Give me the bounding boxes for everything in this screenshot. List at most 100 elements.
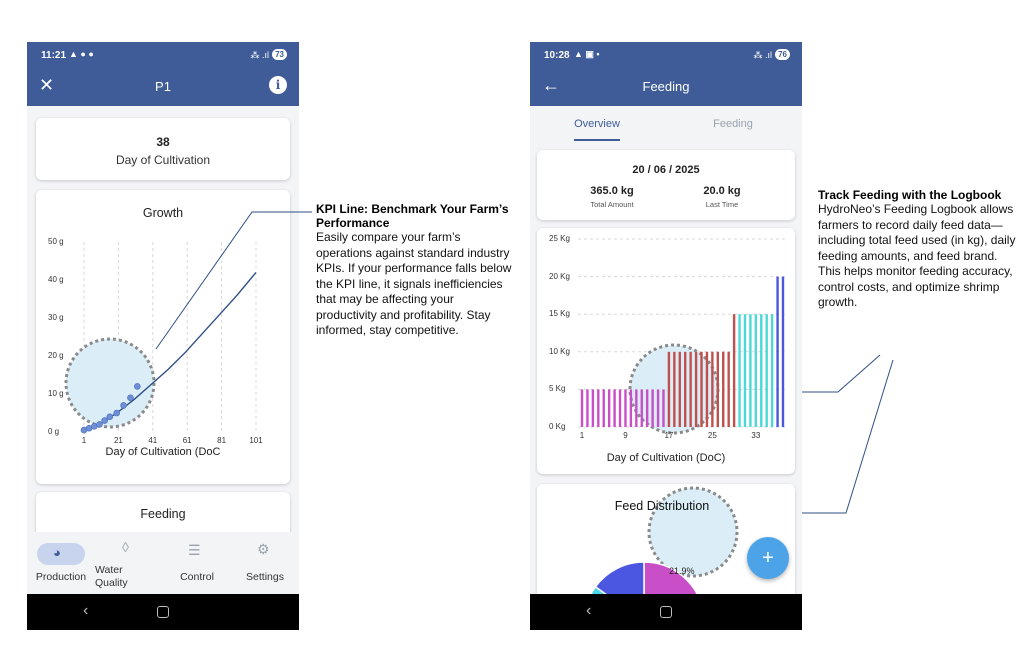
- feed-bar: [732, 314, 736, 427]
- feed-bar: [662, 389, 665, 427]
- left-annotation-leader: [155, 211, 312, 350]
- summary-card: 20 / 06 / 2025 365.0 kg Total Amount 20.…: [537, 150, 795, 220]
- pie-slice-label: 21.9%: [669, 566, 695, 576]
- day-label: Day of Cultivation: [115, 153, 211, 167]
- home-icon[interactable]: [660, 606, 672, 618]
- feed-bar: [635, 389, 638, 427]
- feeding-title: Feeding: [140, 507, 186, 521]
- nav-control-label[interactable]: Control: [180, 571, 214, 583]
- x-tick-label: 41: [148, 436, 158, 445]
- x-tick-label: 81: [217, 436, 227, 445]
- nav-production-label[interactable]: Production: [35, 571, 87, 583]
- feed-bar: [667, 351, 671, 427]
- y-tick-label: 40 g: [48, 275, 64, 284]
- y-tick-label: 20 g: [48, 351, 64, 360]
- feed-bar: [591, 389, 595, 427]
- notification-icons: ▲ ▣ •: [574, 49, 600, 59]
- growth-data-point: [134, 383, 141, 390]
- x-tick-label: 33: [751, 431, 761, 440]
- total-amount-value: 365.0 kg: [590, 185, 634, 197]
- tab-feeding[interactable]: Feeding: [713, 118, 753, 130]
- tab-overview[interactable]: Overview: [574, 118, 620, 130]
- battery-icon: 76: [775, 49, 790, 60]
- feed-chart-card: 25 Kg 20 Kg 15 Kg 10 Kg 5 Kg 0 Kg 1 9 17 25 33 Da…: [537, 228, 795, 474]
- sliders-icon[interactable]: ☰: [188, 542, 201, 558]
- water-drop-icon[interactable]: ◊: [122, 539, 129, 555]
- feed-bar: [624, 389, 627, 427]
- feed-bar: [727, 351, 730, 427]
- tab-bar: Overview Feeding: [530, 106, 802, 142]
- pie-chart-icon: ◕: [53, 545, 61, 560]
- y-tick-label: 50 g: [48, 237, 64, 246]
- feed-bar: [645, 389, 649, 427]
- y-tick-label: 20 Kg: [549, 271, 570, 281]
- feed-bar: [607, 389, 611, 427]
- battery-icon: 73: [272, 49, 287, 60]
- growth-data-point: [96, 421, 103, 428]
- feed-bar: [586, 389, 589, 427]
- system-nav-bar: ‹: [27, 594, 299, 630]
- x-tick-label: 101: [249, 436, 263, 445]
- x-tick-label: 61: [182, 436, 192, 445]
- nav-production-button[interactable]: ◕: [37, 543, 85, 565]
- app-bar: ← Feeding: [530, 68, 802, 106]
- x-tick-label: 25: [707, 431, 717, 440]
- feed-distribution-pie: [586, 486, 739, 604]
- home-icon[interactable]: [157, 606, 169, 618]
- feed-bar: [689, 351, 692, 427]
- total-amount-label: Total Amount: [590, 200, 634, 209]
- y-tick-label: 0 g: [48, 427, 60, 436]
- feed-bar: [580, 389, 584, 427]
- feed-bar: [705, 351, 709, 427]
- bottom-navigation: ◕ Production ◊ Water Quality ☰ Control ⚙…: [27, 532, 299, 594]
- status-time: 10:28: [544, 50, 570, 61]
- left-phone-screen: 11:21 ▲ ● ● ⁂ .ıl 73 ✕ P1 i 38 Day of Cu…: [27, 42, 299, 630]
- feed-bar: [722, 351, 725, 427]
- left-annotation: KPI Line: Benchmark Your Farm’s Performa…: [316, 202, 516, 339]
- gear-icon[interactable]: ⚙: [257, 541, 270, 557]
- feed-bar: [754, 314, 758, 427]
- add-feeding-button[interactable]: +: [747, 537, 789, 579]
- back-icon[interactable]: ‹: [586, 602, 592, 619]
- nav-water-quality-label[interactable]: Water Quality: [95, 564, 128, 589]
- status-bar: 10:28 ▲ ▣ • ⁂ .ıl 76: [530, 42, 802, 68]
- y-tick-label: 10 g: [48, 389, 64, 398]
- feed-bar: [749, 314, 752, 427]
- summary-date: 20 / 06 / 2025: [632, 164, 700, 176]
- growth-data-point: [127, 394, 134, 402]
- right-annotation-title: Track Feeding with the Logbook: [818, 188, 1002, 202]
- y-tick-label: 30 g: [48, 313, 64, 322]
- nav-settings-label[interactable]: Settings: [246, 571, 284, 583]
- feed-bar: [673, 351, 676, 427]
- growth-title: Growth: [142, 206, 184, 220]
- feed-distribution-title: Feed Distribution: [614, 499, 710, 513]
- highlight-circle: [647, 486, 739, 578]
- growth-data-point: [113, 409, 120, 417]
- growth-card: Growth 50 g 40 g 30 g 20 g 10 g 0 g 1 21 41 61 81…: [36, 190, 290, 484]
- feed-bar: [770, 314, 774, 427]
- x-tick-label: 17: [664, 431, 674, 440]
- pie-slice: [594, 561, 645, 604]
- feed-bar: [678, 351, 681, 427]
- right-annotation-body: HydroNeo’s Feeding Logbook allows farmer…: [818, 202, 1016, 309]
- signal-icon: ⁂ .ıl: [250, 50, 269, 60]
- feed-bar: [684, 351, 687, 427]
- status-time: 11:21: [41, 50, 67, 61]
- feed-bar: [618, 389, 622, 427]
- right-annotation: Track Feeding with the Logbook HydroNeo’…: [818, 188, 1018, 311]
- feed-bar: [738, 314, 741, 427]
- growth-data-point: [101, 417, 108, 424]
- back-icon[interactable]: ‹: [83, 602, 89, 619]
- growth-data-point: [106, 413, 114, 421]
- feed-bar: [613, 389, 616, 427]
- highlight-circle: [64, 337, 156, 429]
- feed-x-label: Day of Cultivation (DoC): [606, 452, 726, 464]
- x-tick-label: 9: [623, 431, 628, 440]
- feed-bar: [597, 389, 600, 427]
- info-icon[interactable]: i: [269, 76, 287, 94]
- close-icon[interactable]: ✕: [39, 75, 55, 95]
- status-bar: 11:21 ▲ ● ● ⁂ .ıl 73: [27, 42, 299, 68]
- x-tick-label: 1: [81, 436, 87, 445]
- arrow-back-icon[interactable]: ←: [542, 75, 560, 95]
- signal-icon: ⁂ .ıl: [753, 50, 772, 60]
